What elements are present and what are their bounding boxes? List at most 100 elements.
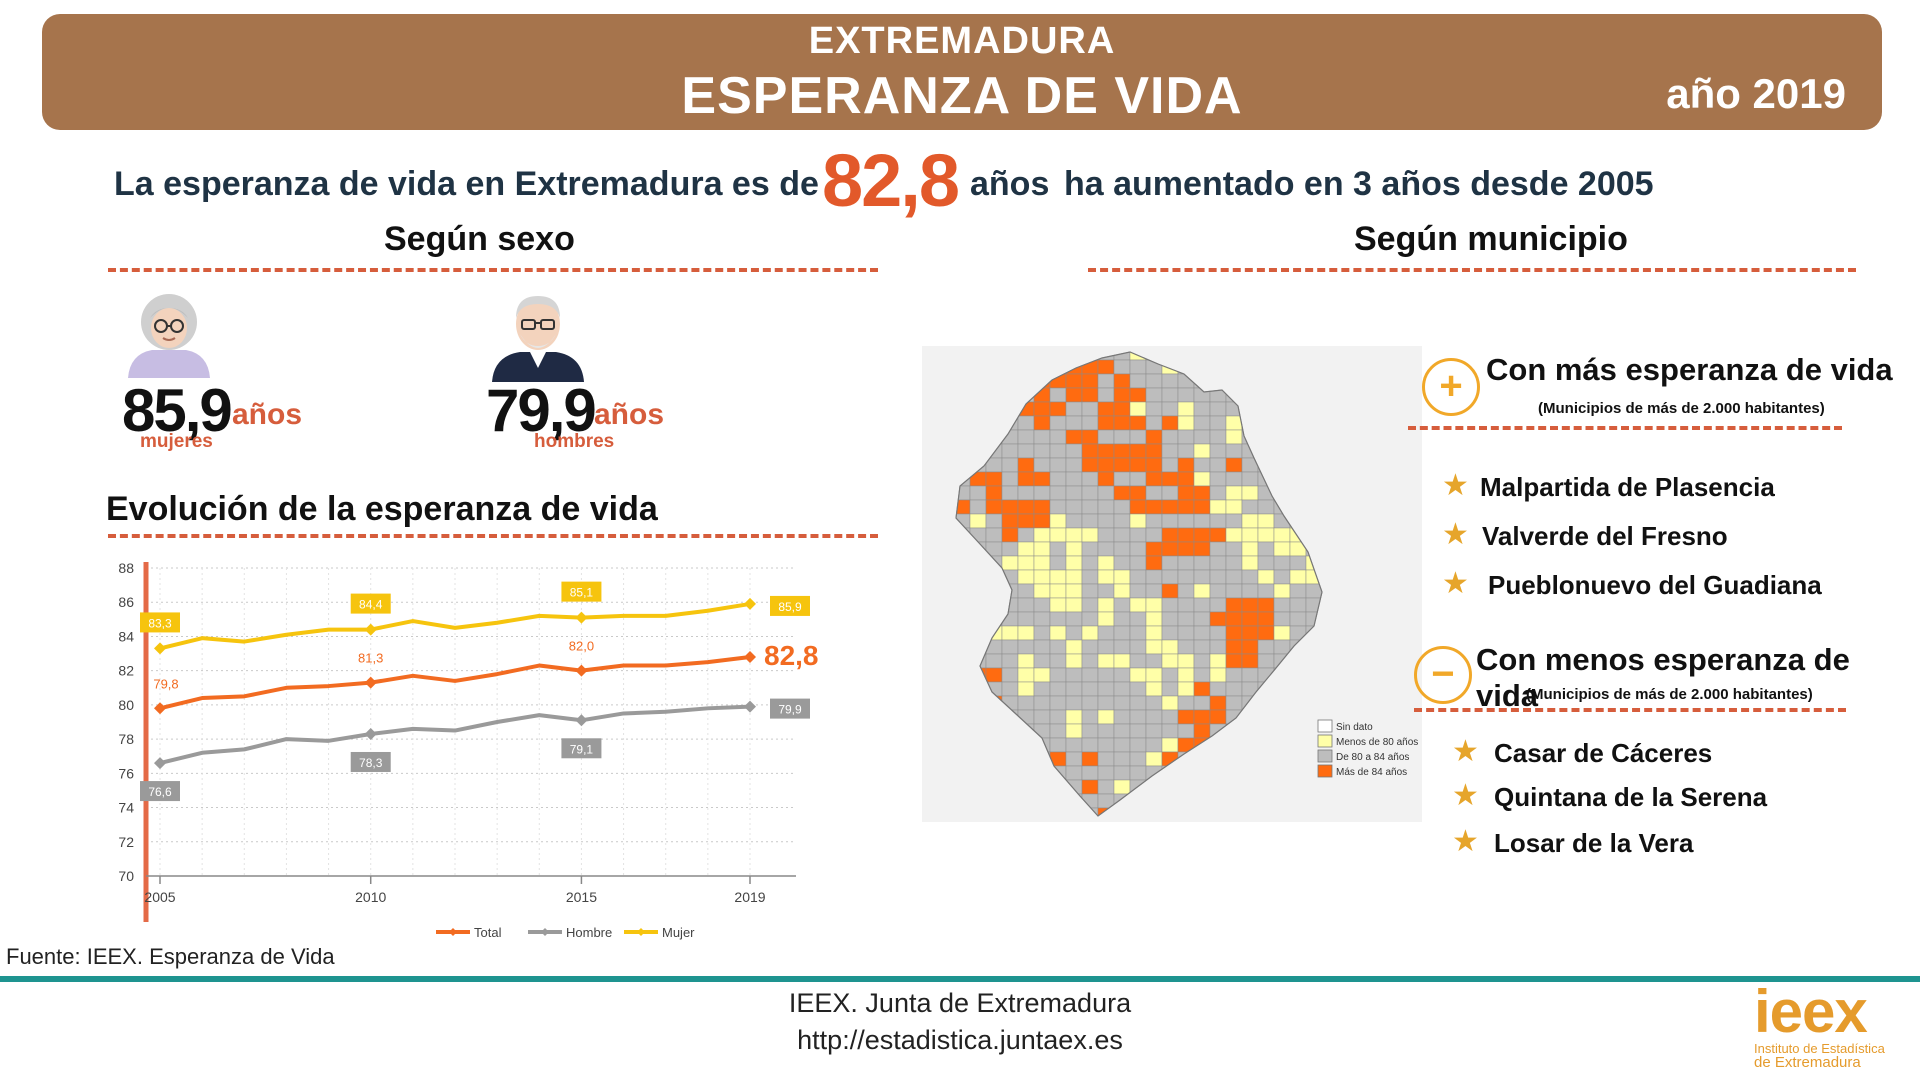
map-municipality bbox=[938, 682, 954, 696]
municipality-item: Losar de la Vera bbox=[1494, 828, 1694, 858]
map-municipality bbox=[1177, 555, 1195, 571]
map-municipality bbox=[1065, 352, 1083, 361]
map-municipality bbox=[1257, 513, 1275, 529]
map-municipality bbox=[1129, 751, 1147, 767]
map-municipality bbox=[1017, 723, 1035, 739]
map-municipality bbox=[1209, 751, 1227, 767]
map-municipality bbox=[1289, 457, 1307, 473]
map-municipality bbox=[1161, 709, 1179, 725]
map-municipality bbox=[938, 654, 954, 668]
map-municipality bbox=[1257, 793, 1275, 809]
map-municipality bbox=[1145, 569, 1163, 585]
map-municipality bbox=[922, 374, 938, 388]
map-municipality bbox=[1177, 681, 1195, 697]
map-municipality bbox=[1338, 402, 1354, 416]
data-label-hombre: 79,1 bbox=[570, 742, 594, 756]
map-municipality bbox=[1193, 667, 1211, 683]
map-municipality bbox=[1209, 555, 1227, 571]
map-municipality bbox=[1305, 625, 1322, 641]
ieex-logo: ieex Instituto de Estadística de Extrema… bbox=[1754, 982, 1885, 1071]
map-municipality bbox=[969, 555, 987, 571]
map-municipality bbox=[1097, 695, 1115, 711]
map-municipality bbox=[922, 388, 938, 402]
map-municipality bbox=[1049, 709, 1067, 725]
map-municipality bbox=[1049, 681, 1067, 697]
map-municipality bbox=[1225, 611, 1243, 627]
map-municipality bbox=[969, 471, 987, 487]
municipality-item: Quintana de la Serena bbox=[1494, 782, 1768, 812]
map-municipality bbox=[1225, 737, 1243, 753]
map-municipality bbox=[1033, 555, 1051, 571]
map-municipality bbox=[1097, 499, 1115, 515]
map-municipality bbox=[1241, 471, 1259, 487]
data-point bbox=[364, 676, 377, 689]
map-municipality bbox=[956, 569, 971, 585]
map-municipality bbox=[1113, 793, 1131, 809]
map-municipality bbox=[1273, 555, 1291, 571]
map-municipality bbox=[1097, 513, 1115, 529]
map-municipality bbox=[1049, 597, 1067, 613]
map-municipality bbox=[985, 555, 1003, 571]
map-municipality bbox=[1289, 765, 1307, 781]
map-municipality bbox=[1177, 639, 1195, 655]
headline-unit: años bbox=[970, 165, 1050, 203]
map-municipality bbox=[1209, 793, 1227, 809]
map-municipality bbox=[1097, 555, 1115, 571]
map-municipality bbox=[1289, 352, 1307, 361]
divider bbox=[1414, 708, 1846, 712]
map-municipality bbox=[1145, 793, 1163, 809]
data-point bbox=[154, 757, 166, 770]
map-municipality bbox=[985, 527, 1003, 543]
map-municipality bbox=[1049, 373, 1067, 389]
map-municipality bbox=[1338, 626, 1354, 640]
map-municipality bbox=[1001, 541, 1019, 557]
map-municipality bbox=[1049, 639, 1067, 655]
map-municipality bbox=[1273, 569, 1291, 585]
map-municipality bbox=[1321, 485, 1322, 501]
map-municipality bbox=[1338, 374, 1354, 388]
map-municipality bbox=[985, 583, 1003, 599]
map-municipality bbox=[1209, 709, 1227, 725]
y-tick-label: 86 bbox=[118, 594, 134, 610]
map-municipality bbox=[1257, 527, 1275, 543]
map-municipality bbox=[1017, 751, 1035, 767]
map-municipality bbox=[922, 654, 938, 668]
map-municipality bbox=[1225, 352, 1243, 361]
divider bbox=[1088, 268, 1856, 272]
map-municipality bbox=[1338, 500, 1354, 514]
y-tick-label: 82 bbox=[118, 663, 134, 679]
map-municipality bbox=[938, 528, 954, 542]
map-municipality bbox=[1338, 486, 1354, 500]
map-municipality bbox=[1257, 485, 1275, 501]
map-municipality bbox=[1209, 429, 1227, 445]
map-municipality bbox=[1257, 541, 1275, 557]
map-municipality bbox=[1321, 541, 1322, 557]
map-municipality bbox=[1338, 808, 1354, 822]
map-municipality bbox=[1209, 527, 1227, 543]
map-municipality bbox=[922, 472, 938, 486]
map-municipality bbox=[1129, 639, 1147, 655]
map-municipality bbox=[1273, 625, 1291, 641]
map-municipality bbox=[985, 695, 1003, 711]
map-municipality bbox=[1241, 541, 1259, 557]
map-municipality bbox=[1257, 765, 1275, 781]
map-municipality bbox=[1177, 653, 1195, 669]
map-municipality bbox=[985, 723, 1003, 739]
map-municipality bbox=[1065, 443, 1083, 459]
map-municipality bbox=[956, 597, 971, 613]
footer-link[interactable]: http://estadistica.juntaex.es bbox=[797, 1025, 1123, 1055]
map-municipality bbox=[956, 793, 971, 809]
map-municipality bbox=[1177, 779, 1195, 795]
map-municipality bbox=[938, 612, 954, 626]
map-municipality bbox=[1129, 737, 1147, 753]
y-tick-label: 70 bbox=[118, 868, 134, 884]
map-municipality bbox=[1145, 513, 1163, 529]
map-municipality bbox=[1305, 653, 1322, 669]
map-municipality bbox=[1113, 429, 1131, 445]
map-municipality bbox=[1177, 597, 1195, 613]
map-municipality bbox=[1129, 373, 1147, 389]
map-municipality bbox=[1145, 429, 1163, 445]
map-municipality bbox=[1273, 443, 1291, 459]
map-municipality bbox=[938, 794, 954, 808]
map-municipality bbox=[1257, 387, 1275, 403]
